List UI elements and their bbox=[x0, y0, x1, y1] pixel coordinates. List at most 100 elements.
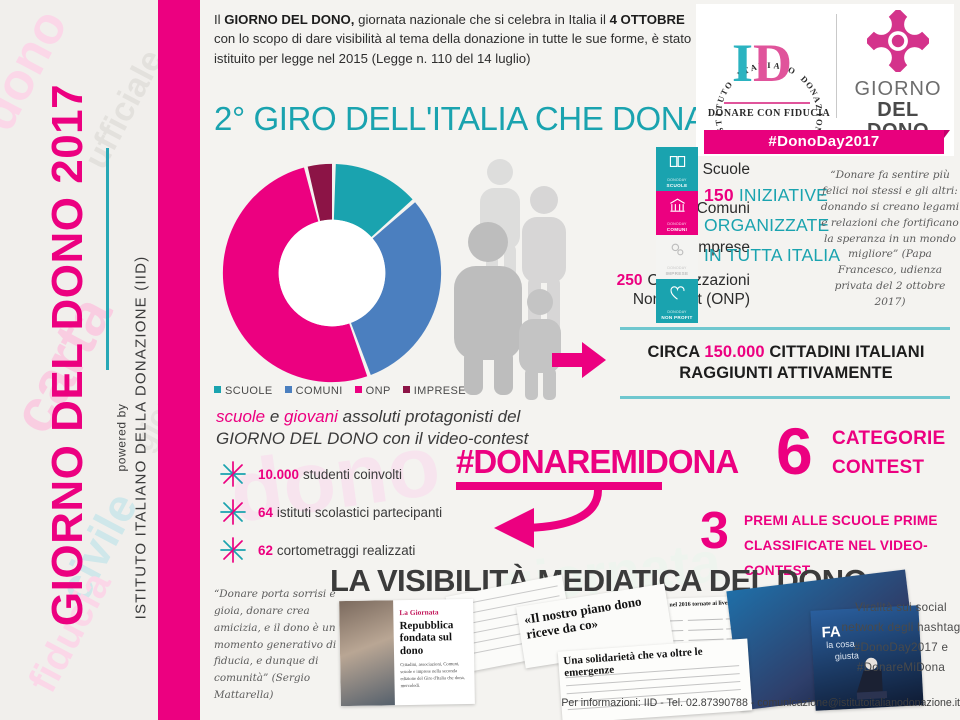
legend-item-comuni: COMUNI bbox=[273, 385, 343, 397]
intro-seg-bold: 4 OTTOBRE bbox=[609, 12, 685, 27]
quote-pope-francis: “Donare fa sentire più felici noi stessi… bbox=[820, 169, 960, 309]
iid-letter-d: D bbox=[753, 33, 793, 93]
youth-word: giovani bbox=[284, 407, 338, 426]
school-stat-item: 64 istituti scolastici partecipanti bbox=[218, 493, 528, 531]
schools-word: scuole bbox=[216, 407, 266, 426]
donut-slice-onp bbox=[222, 167, 368, 383]
legend-item-imprese: IMPRESE bbox=[391, 385, 466, 397]
asterisk-icon bbox=[220, 461, 246, 487]
newspaper-clipping: La Giornata Repubblica fondata sul dono … bbox=[339, 598, 475, 707]
badge-top-label: DONODAY bbox=[667, 310, 687, 314]
arc-letter: I bbox=[767, 60, 771, 70]
legend-item-onp: ONP bbox=[343, 385, 391, 397]
school-stat-number: 62 bbox=[258, 542, 273, 558]
building-icon bbox=[656, 197, 698, 219]
sidebar-divider bbox=[106, 148, 109, 370]
school-stat-label: cortometraggi realizzati bbox=[276, 542, 416, 558]
badge-comuni: DONODAY COMUNI bbox=[656, 191, 698, 235]
badge-non-profit: DONODAY NON PROFIT bbox=[656, 279, 698, 323]
contest-word: CONTEST bbox=[832, 457, 925, 479]
page-title: GIORNO DEL DONO 2017 bbox=[43, 83, 92, 627]
gears-icon bbox=[656, 241, 698, 263]
citizens-pre: CIRCA bbox=[647, 343, 705, 361]
sidebar: dono carta civile ufficiale giornata fid… bbox=[0, 0, 200, 720]
intro-seg-bold: GIORNO DEL DONO, bbox=[224, 12, 355, 27]
participants-donut-chart bbox=[208, 148, 456, 398]
contest-prizes-label: PREMI ALLE SCUOLE PRIME CLASSIFICATE NEL… bbox=[744, 508, 960, 583]
legend-item-scuole: SCUOLE bbox=[214, 385, 273, 397]
donut-slice-imprese bbox=[307, 163, 332, 222]
main-content: dono giornata Il GIORNO DEL DONO, giorna… bbox=[200, 0, 960, 720]
intro-paragraph: Il GIORNO DEL DONO, giornata nazionale c… bbox=[214, 10, 694, 68]
schools-youth-line: scuole e giovani assoluti protagonisti d… bbox=[216, 406, 546, 450]
logo-block: ISTITUTO ITALIANO DONAZIONE ID DONARE CO… bbox=[696, 4, 954, 156]
citizens-number: 150.000 bbox=[704, 343, 765, 361]
stat-label: Scuole bbox=[702, 160, 750, 178]
stat-number: 250 bbox=[616, 272, 643, 289]
clipping-body: Cittadini, associazioni, Comuni, scuole … bbox=[400, 661, 465, 688]
stat-label: Comuni bbox=[696, 199, 750, 217]
citizens-reached: CIRCA 150.000 CITTADINI ITALIANI RAGGIUN… bbox=[612, 342, 960, 384]
prizes-line1: PREMI ALLE SCUOLE PRIME bbox=[744, 513, 938, 528]
initiatives-callout: 150 INIZIATIVE ORGANIZZATE IN TUTTA ITAL… bbox=[704, 180, 854, 270]
asterisk-icon bbox=[220, 499, 246, 525]
schools-mid: e bbox=[265, 407, 285, 426]
contest-categories-label: CATEGORIE CONTEST bbox=[832, 424, 960, 483]
badge-label: SCUOLE bbox=[666, 183, 688, 188]
school-stat-label: studenti coinvolti bbox=[302, 466, 402, 482]
footer-contact: Per informazioni: IID - Tel. 02.87390788… bbox=[561, 697, 960, 709]
school-stat-label: istituti scolastici partecipanti bbox=[276, 504, 443, 520]
badge-scuole: DONODAY SCUOLE bbox=[656, 147, 698, 191]
category-badges: DONODAY SCUOLE DONODAY COMUNI DONODAY IMPRESE… bbox=[656, 147, 698, 323]
intro-seg: con lo scopo di dare visibilità al tema … bbox=[214, 31, 692, 66]
iid-arc-text: ISTITUTO ITALIANO DONAZIONE bbox=[708, 12, 830, 142]
people-silhouettes-icon bbox=[454, 159, 566, 400]
powered-by-label: powered by bbox=[114, 403, 129, 472]
heart-icon bbox=[656, 285, 698, 307]
initiatives-line2: ORGANIZZATE bbox=[704, 215, 830, 236]
badge-label: IMPRESE bbox=[665, 271, 689, 276]
seated-person-icon bbox=[856, 657, 888, 700]
contest-hashtag: #DONAREMIDONA bbox=[456, 443, 739, 480]
clipping-photo bbox=[339, 600, 395, 707]
section-headline: 2° GIRO DELL'ITALIA CHE DONA bbox=[214, 100, 706, 137]
school-stat-item: 10.000 studenti coinvolti bbox=[218, 455, 528, 493]
contest-categories-number: 6 bbox=[776, 414, 813, 488]
gdd-line-1: GIORNO bbox=[854, 78, 942, 100]
viral-note: Viralità sui social network degli hashta… bbox=[841, 601, 960, 674]
intro-seg: giornata nazionale che si celebra in Ita… bbox=[354, 12, 610, 27]
schools-rest: assoluti protagonisti del bbox=[337, 407, 521, 426]
prizes-line2: CLASSIFICATE NEL VIDEO-CONTEST bbox=[744, 538, 928, 579]
citizens-line2: RAGGIUNTI ATTIVAMENTE bbox=[679, 364, 893, 383]
giorno-del-dono-logo: GIORNO DEL DONO bbox=[846, 7, 950, 142]
hashtag-badge-label: #DonoDay2017 bbox=[768, 133, 880, 150]
citizens-post: CITTADINI ITALIANI bbox=[764, 343, 925, 361]
contest-prizes-number: 3 bbox=[700, 502, 729, 560]
diamond-flower-icon bbox=[864, 7, 932, 75]
quote-mattarella: “Donare porta sorrisi e gioia, donare cr… bbox=[214, 588, 337, 702]
clipping-kicker: La Giornata bbox=[399, 607, 439, 618]
stat-label: Imprese bbox=[694, 238, 750, 256]
iid-rule bbox=[724, 102, 810, 104]
curved-arrow-icon bbox=[456, 482, 662, 548]
organization-label: ISTITUTO ITALIANO DELLA DONAZIONE (IID) bbox=[132, 255, 150, 620]
chart-legend: SCUOLE COMUNI ONP IMPRESE bbox=[214, 385, 466, 397]
asterisk-icon bbox=[220, 537, 246, 563]
badge-top-label: DONODAY bbox=[667, 266, 687, 270]
sidebar-accent-stripe bbox=[158, 0, 200, 720]
badge-imprese: DONODAY IMPRESE bbox=[656, 235, 698, 279]
initiatives-line3: IN TUTTA ITALIA bbox=[704, 245, 841, 266]
badge-label: COMUNI bbox=[666, 227, 688, 232]
hashtag-badge: #DonoDay2017 bbox=[704, 130, 950, 154]
school-stat-number: 64 bbox=[258, 504, 273, 520]
divider-top bbox=[620, 327, 950, 330]
initiatives-word: INIZIATIVE bbox=[738, 185, 829, 205]
donut-svg bbox=[222, 163, 442, 383]
donut-slice-scuole bbox=[333, 163, 413, 238]
school-stat-number: 10.000 bbox=[258, 466, 299, 482]
donut-slice-comuni bbox=[350, 202, 442, 375]
book-icon bbox=[656, 153, 698, 175]
badge-top-label: DONODAY bbox=[667, 222, 687, 226]
